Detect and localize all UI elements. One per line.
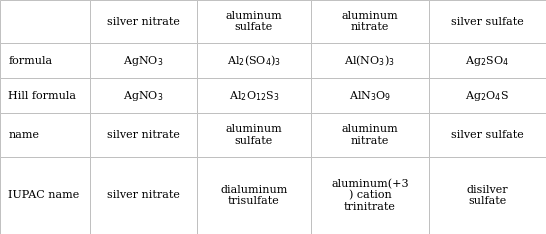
Bar [197, 78, 311, 113]
Bar [311, 43, 429, 78]
Text: name: name [8, 130, 39, 140]
Text: silver sulfate: silver sulfate [451, 130, 524, 140]
Text: formula: formula [8, 56, 52, 66]
Text: Ag$_2$SO$_4$: Ag$_2$SO$_4$ [465, 54, 509, 68]
Text: AgNO$_3$: AgNO$_3$ [123, 89, 164, 103]
Text: IUPAC name: IUPAC name [8, 190, 79, 200]
Text: Hill formula: Hill formula [8, 91, 76, 101]
Bar [197, 157, 311, 234]
Bar [197, 0, 311, 43]
Bar [90, 157, 197, 234]
Bar [311, 0, 429, 43]
Bar [90, 113, 197, 157]
Bar [197, 43, 311, 78]
Bar [311, 113, 429, 157]
Text: Al(NO$_3$)$_3$: Al(NO$_3$)$_3$ [345, 54, 395, 68]
Bar [429, 0, 546, 43]
Bar [0, 78, 90, 113]
Text: aluminum
sulfate: aluminum sulfate [225, 124, 282, 146]
Text: aluminum
sulfate: aluminum sulfate [225, 11, 282, 33]
Bar [0, 43, 90, 78]
Text: AlN$_3$O$_9$: AlN$_3$O$_9$ [349, 89, 391, 103]
Text: silver nitrate: silver nitrate [107, 130, 180, 140]
Bar [0, 157, 90, 234]
Bar [429, 157, 546, 234]
Text: silver sulfate: silver sulfate [451, 17, 524, 27]
Text: aluminum
nitrate: aluminum nitrate [342, 11, 398, 33]
Text: dialuminum
trisulfate: dialuminum trisulfate [220, 185, 288, 206]
Bar [0, 113, 90, 157]
Bar [0, 0, 90, 43]
Text: AgNO$_3$: AgNO$_3$ [123, 54, 164, 68]
Text: aluminum(+3
) cation
trinitrate: aluminum(+3 ) cation trinitrate [331, 179, 409, 212]
Bar [90, 43, 197, 78]
Text: Ag$_2$O$_4$S: Ag$_2$O$_4$S [465, 89, 509, 103]
Bar [90, 0, 197, 43]
Bar [311, 157, 429, 234]
Bar [429, 78, 546, 113]
Text: silver nitrate: silver nitrate [107, 17, 180, 27]
Text: disilver
sulfate: disilver sulfate [466, 185, 508, 206]
Bar [429, 43, 546, 78]
Text: Al$_2$(SO$_4$)$_3$: Al$_2$(SO$_4$)$_3$ [227, 54, 281, 68]
Bar [90, 78, 197, 113]
Text: silver nitrate: silver nitrate [107, 190, 180, 200]
Text: Al$_2$O$_{12}$S$_3$: Al$_2$O$_{12}$S$_3$ [229, 89, 279, 103]
Bar [197, 113, 311, 157]
Bar [429, 113, 546, 157]
Text: aluminum
nitrate: aluminum nitrate [342, 124, 398, 146]
Bar [311, 78, 429, 113]
